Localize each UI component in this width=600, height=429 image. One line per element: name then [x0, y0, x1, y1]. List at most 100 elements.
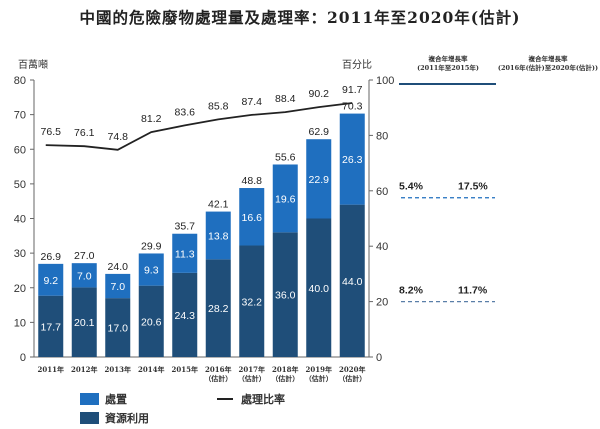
- bar-disposal: [172, 233, 198, 273]
- bar-disposal-label: 26.3: [342, 154, 363, 166]
- bar-reuse: [272, 232, 298, 357]
- legend-item-reuse: 資源利用: [80, 410, 149, 426]
- legend-label-reuse: 資源利用: [105, 412, 149, 425]
- bar-reuse-label: 40.0: [309, 283, 330, 295]
- right-tick-label: 40: [376, 241, 388, 253]
- bar-total-label: 35.7: [175, 221, 196, 233]
- left-tick-label: 20: [14, 283, 26, 295]
- bar-reuse-label: 24.3: [175, 310, 196, 322]
- bar-total-label: 62.9: [309, 126, 330, 138]
- legend-item-rate: 處理比率: [217, 391, 285, 407]
- cagr-header-period: (2016年(估計)至2020年(估計)): [497, 64, 599, 72]
- bar-disposal: [138, 253, 164, 286]
- x-tick-label: 2017年: [239, 365, 265, 374]
- line-rate-label: 85.8: [208, 100, 229, 112]
- x-tick-note: （估計）: [204, 374, 232, 383]
- line-rate-label: 76.1: [74, 127, 95, 139]
- legend-item-disposal: 處置: [80, 391, 127, 407]
- line-rate-label: 74.8: [108, 131, 129, 143]
- line-rate-label: 87.4: [242, 96, 263, 108]
- bar-reuse-label: 20.1: [74, 317, 95, 329]
- chart-title: 中國的危險廢物處理量及處理率：2011年至2020年(估計): [79, 8, 521, 27]
- line-rate-label: 88.4: [275, 93, 296, 105]
- bar-disposal-label: 16.6: [242, 212, 263, 224]
- bar-disposal: [205, 211, 231, 260]
- cagr-header-period: (2011年至2015年): [417, 64, 479, 72]
- cagr-header-underline: [399, 83, 496, 85]
- bar-total-label: 70.3: [342, 101, 363, 113]
- bar-reuse-label: 17.7: [41, 321, 62, 333]
- bar-total-label: 55.6: [275, 151, 296, 163]
- cagr-header-2016-2020: 複合年增長率 (2016年(估計)至2020年(估計)): [497, 55, 599, 73]
- left-tick-label: 50: [14, 179, 26, 191]
- bar-reuse: [71, 287, 97, 357]
- x-tick-note: （估計）: [305, 374, 333, 383]
- bar-total-label: 27.0: [74, 250, 95, 262]
- bar-total-label: 48.8: [242, 175, 263, 187]
- bar-disposal: [272, 164, 298, 233]
- right-axis-unit: 百分比: [342, 60, 372, 71]
- x-tick-label: 2020年: [339, 365, 365, 374]
- bar-disposal-label: 13.8: [208, 230, 229, 242]
- cagr-header-2011-2015: 複合年增長率 (2011年至2015年): [398, 55, 498, 73]
- right-tick-label: 20: [376, 297, 388, 309]
- bar-total-label: 29.9: [141, 240, 162, 252]
- x-tick-label: 2015年: [172, 365, 198, 374]
- bar-disposal-label: 7.0: [110, 281, 125, 293]
- cagr-header-title: 複合年增長率: [428, 55, 468, 63]
- x-tick-note: （估計）: [271, 374, 299, 383]
- left-tick-label: 40: [14, 214, 26, 226]
- bar-disposal-label: 7.0: [77, 270, 92, 282]
- left-tick-label: 70: [14, 110, 26, 122]
- legend-swatch-reuse: [80, 412, 99, 424]
- x-tick-label: 2018年: [272, 365, 298, 374]
- legend-line-rate: [217, 398, 233, 400]
- left-tick-label: 30: [14, 248, 26, 260]
- line-rate: [45, 102, 353, 151]
- line-rate-label: 83.6: [175, 106, 196, 118]
- bar-reuse-label: 44.0: [342, 276, 363, 288]
- bar-reuse-label: 32.2: [242, 296, 263, 308]
- x-tick-label: 2012年: [71, 365, 97, 374]
- bar-total-label: 24.0: [108, 261, 129, 273]
- bar-disposal-label: 19.6: [275, 193, 296, 205]
- cagr-value-2011-2015: 8.2%: [399, 285, 424, 297]
- line-rate-label: 91.7: [342, 84, 363, 96]
- left-tick-label: 10: [14, 317, 26, 329]
- right-tick-label: 80: [376, 130, 388, 142]
- bar-disposal: [105, 273, 131, 299]
- x-tick-label: 2011年: [38, 365, 64, 374]
- bar-reuse: [138, 285, 164, 357]
- line-rate-label: 90.2: [309, 88, 330, 100]
- bar-reuse: [38, 295, 64, 357]
- x-tick-note: （估計）: [338, 374, 366, 383]
- bar-reuse: [306, 218, 332, 357]
- bar-disposal: [239, 188, 265, 246]
- bar-disposal: [38, 263, 64, 296]
- bar-disposal: [339, 113, 365, 205]
- bar-disposal: [71, 263, 97, 288]
- x-tick-label: 2014年: [138, 365, 164, 374]
- legend-swatch-disposal: [80, 393, 99, 405]
- bar-reuse-label: 28.2: [208, 303, 229, 315]
- bar-reuse: [105, 298, 131, 357]
- line-rate-label: 76.5: [41, 126, 62, 138]
- bar-disposal-label: 9.2: [43, 275, 58, 287]
- left-tick-label: 80: [14, 75, 26, 87]
- bar-reuse: [239, 245, 265, 357]
- x-tick-label: 2019年: [306, 365, 332, 374]
- line-rate-label: 81.2: [141, 113, 162, 125]
- bar-reuse: [172, 272, 198, 357]
- cagr-header-title: 複合年增長率: [528, 55, 568, 63]
- bar-disposal-label: 22.9: [309, 174, 330, 186]
- right-tick-label: 100: [376, 75, 394, 87]
- left-tick-label: 60: [14, 144, 26, 156]
- x-tick-label: 2016年: [205, 365, 231, 374]
- legend-label-rate: 處理比率: [241, 393, 285, 406]
- legend-label-disposal: 處置: [105, 393, 127, 406]
- bar-reuse-label: 20.6: [141, 316, 162, 328]
- bar-reuse: [205, 259, 231, 357]
- cagr-value-2011-2015: 5.4%: [399, 181, 424, 193]
- cagr-value-2016-2020: 11.7%: [458, 285, 488, 297]
